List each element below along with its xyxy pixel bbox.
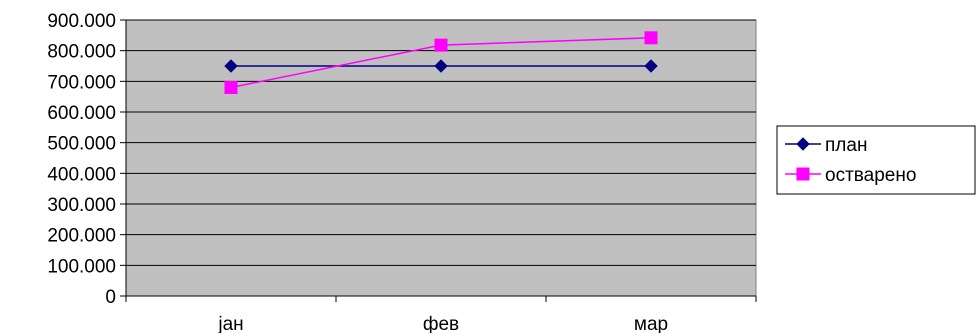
legend-label: план [825,135,867,156]
legend-marker [796,137,810,151]
legend-marker [796,167,810,181]
x-tick-label: фев [423,314,459,333]
y-tick-label: 200.000 [47,226,116,247]
y-tick-label: 300.000 [47,195,116,216]
x-tick-label: јан [217,314,243,333]
y-tick-label: 800.000 [47,42,116,63]
data-point [644,31,658,45]
legend-box [776,125,976,195]
data-point [434,59,448,73]
data-point [644,59,658,73]
y-tick-label: 600.000 [47,103,116,124]
x-tick-label: мар [634,314,668,333]
data-point [224,80,238,94]
y-tick-label: 900.000 [47,11,116,32]
y-tick-label: 100.000 [47,256,116,277]
y-tick-label: 700.000 [47,72,116,93]
y-tick-label: 0 [105,287,116,308]
data-point [434,38,448,52]
legend-label: остварено [825,165,916,186]
y-tick-label: 500.000 [47,134,116,155]
data-point [224,59,238,73]
y-tick-label: 400.000 [47,164,116,185]
